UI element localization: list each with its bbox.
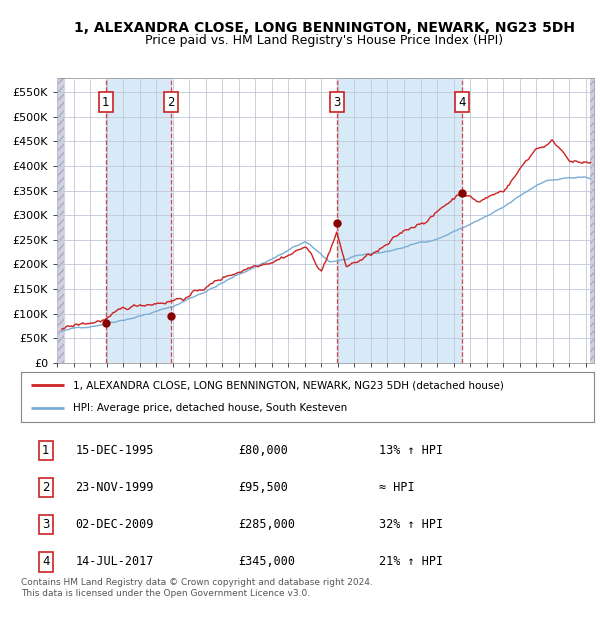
Text: 3: 3 [42,518,49,531]
Text: £345,000: £345,000 [239,556,296,569]
Text: £80,000: £80,000 [239,444,289,457]
Text: Contains HM Land Registry data © Crown copyright and database right 2024.: Contains HM Land Registry data © Crown c… [21,578,373,587]
Bar [57,78,64,363]
Bar [337,78,463,363]
Bar [106,78,171,363]
Text: 13% ↑ HPI: 13% ↑ HPI [379,444,443,457]
Text: Price paid vs. HM Land Registry's House Price Index (HPI): Price paid vs. HM Land Registry's House … [145,34,503,47]
Text: 2: 2 [167,95,175,108]
Text: 1: 1 [42,444,49,457]
Text: 02-DEC-2009: 02-DEC-2009 [76,518,154,531]
Text: 1: 1 [102,95,110,108]
Text: £95,500: £95,500 [239,481,289,494]
Text: 4: 4 [42,556,49,569]
Text: 3: 3 [333,95,340,108]
Text: 2: 2 [42,481,49,494]
Text: 23-NOV-1999: 23-NOV-1999 [76,481,154,494]
Text: 1, ALEXANDRA CLOSE, LONG BENNINGTON, NEWARK, NG23 5DH (detached house): 1, ALEXANDRA CLOSE, LONG BENNINGTON, NEW… [73,381,503,391]
Text: 15-DEC-1995: 15-DEC-1995 [76,444,154,457]
Text: 1, ALEXANDRA CLOSE, LONG BENNINGTON, NEWARK, NG23 5DH: 1, ALEXANDRA CLOSE, LONG BENNINGTON, NEW… [74,21,575,35]
Text: £285,000: £285,000 [239,518,296,531]
Text: 14-JUL-2017: 14-JUL-2017 [76,556,154,569]
Text: 4: 4 [458,95,466,108]
Text: ≈ HPI: ≈ HPI [379,481,415,494]
Text: 21% ↑ HPI: 21% ↑ HPI [379,556,443,569]
Text: HPI: Average price, detached house, South Kesteven: HPI: Average price, detached house, Sout… [73,403,347,413]
Text: 32% ↑ HPI: 32% ↑ HPI [379,518,443,531]
Text: This data is licensed under the Open Government Licence v3.0.: This data is licensed under the Open Gov… [21,589,310,598]
